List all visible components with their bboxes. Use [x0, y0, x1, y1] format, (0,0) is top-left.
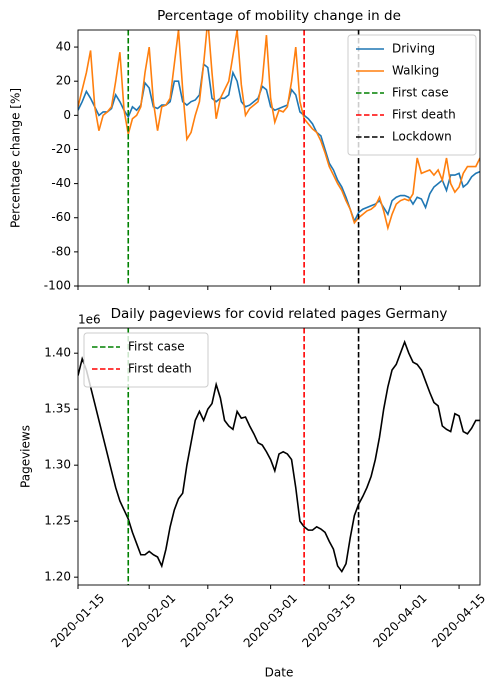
y-tick-label: -80 [51, 244, 71, 258]
legend-label: Walking [392, 64, 439, 78]
y-tick-label: 40 [56, 40, 71, 54]
y-tick-label: 20 [56, 74, 71, 88]
y-axis-label: Percentage change [%] [9, 88, 23, 228]
y-tick-label: 1.30 [44, 458, 71, 472]
legend-box [347, 34, 477, 156]
y-tick-label: 1.20 [44, 570, 71, 584]
legend-label: First death [392, 108, 456, 122]
y-offset-label: 1e6 [78, 313, 101, 327]
y-tick-label: -20 [51, 142, 71, 156]
y-tick-label: 1.25 [44, 514, 71, 528]
x-tick-label: 2020-03-01 [241, 591, 300, 650]
legend-label: First case [392, 86, 449, 100]
chart-title: Percentage of mobility change in de [157, 8, 401, 24]
legend-label: First death [128, 362, 192, 376]
axes-frame [77, 327, 481, 586]
y-tick-label: -100 [44, 279, 71, 293]
y-tick-label: 0 [63, 108, 71, 122]
series-line [78, 339, 480, 574]
y-tick-label: -40 [51, 176, 71, 190]
x-axis-label: Date [265, 666, 294, 680]
legend: First case First death [83, 332, 209, 388]
legend-box [83, 332, 209, 388]
x-tick-label: 2020-04-15 [429, 591, 488, 650]
axes-frame [77, 29, 481, 287]
x-tick-label: 2020-04-01 [370, 591, 429, 650]
x-tick-label: 2020-03-15 [299, 591, 358, 650]
x-tick-label: 2020-01-15 [48, 591, 107, 650]
x-tick-label: 2020-02-01 [119, 591, 178, 650]
legend-label: Driving [392, 42, 435, 56]
legend-label: Lockdown [392, 130, 452, 144]
y-tick-label: 1.35 [44, 402, 71, 416]
series-line [78, 30, 480, 231]
legend-label: First case [128, 340, 185, 354]
legend: Driving Walking First case First death Lockd… [347, 34, 477, 156]
y-axis-label: Pageviews [19, 425, 33, 488]
chart-title: Daily pageviews for covid related pages … [111, 306, 448, 322]
x-tick-label: 2020-02-15 [178, 591, 237, 650]
series-line [78, 62, 480, 224]
y-tick-label: 1.40 [44, 346, 71, 360]
y-tick-label: -60 [51, 210, 71, 224]
